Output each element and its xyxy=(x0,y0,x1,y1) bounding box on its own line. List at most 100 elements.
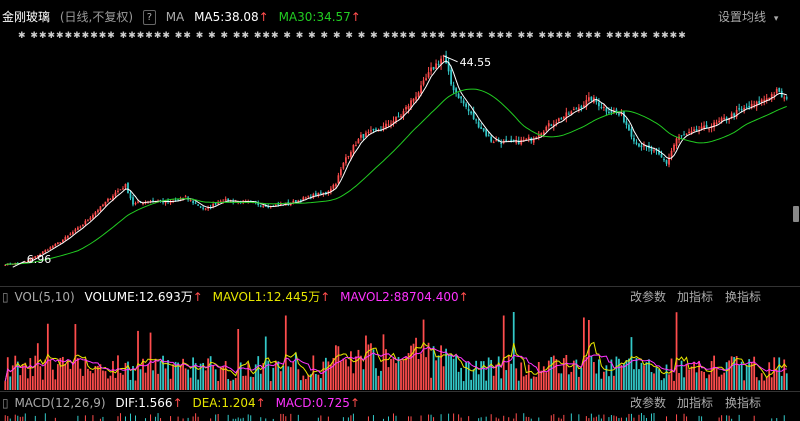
settings-ma-button[interactable]: 设置均线 ▾ xyxy=(718,8,778,28)
macd-params-button[interactable]: 改参数 xyxy=(630,396,667,410)
volume-bar xyxy=(335,345,337,390)
candle-body xyxy=(382,126,385,130)
collapse-icon[interactable]: ▯ xyxy=(2,290,9,304)
candle-body xyxy=(567,113,570,115)
candle-body xyxy=(395,116,397,122)
volume-bar xyxy=(655,367,658,390)
volume-bar xyxy=(31,376,34,390)
candle-body xyxy=(773,94,776,96)
candle-body xyxy=(304,197,307,199)
volume-bar xyxy=(422,319,425,390)
mavol1-value: MAVOL1:12.445万 xyxy=(212,290,321,304)
volume-bar xyxy=(4,381,7,390)
volume-bar xyxy=(340,361,342,390)
candle-body xyxy=(718,120,720,123)
macd-bar xyxy=(458,414,460,421)
candle-body xyxy=(102,204,104,207)
mavol1-arrow: ↑ xyxy=(320,290,331,304)
candle-body xyxy=(688,131,690,134)
candle-body xyxy=(362,133,365,138)
vol-switch-indicator-button[interactable]: 换指标 xyxy=(725,290,762,304)
candle-body xyxy=(309,196,312,198)
macd-bar xyxy=(698,415,700,421)
volume-bar xyxy=(189,377,192,390)
volume-bar xyxy=(610,359,613,390)
help-icon[interactable]: ? xyxy=(142,10,156,25)
candle-body xyxy=(445,55,447,64)
price-mode: (日线,不复权) xyxy=(59,10,134,24)
candle-body xyxy=(127,183,129,194)
volume-bar xyxy=(257,356,260,390)
volume-bar xyxy=(362,369,365,390)
volume-bar xyxy=(182,358,184,390)
candle-body xyxy=(623,111,625,123)
vol-params-button[interactable]: 改参数 xyxy=(630,290,667,304)
candle-body xyxy=(189,200,192,202)
volume-bar xyxy=(370,343,372,390)
collapse-icon[interactable]: ▯ xyxy=(2,396,9,410)
macd-bar xyxy=(523,413,525,421)
macd-switch-indicator-button[interactable]: 换指标 xyxy=(725,396,762,410)
volume-bar xyxy=(465,362,468,390)
volume-bar xyxy=(332,357,335,390)
volume-bar xyxy=(197,379,199,390)
candle-body xyxy=(199,206,202,208)
candle-body xyxy=(342,162,345,169)
candle-body xyxy=(565,112,568,119)
volume-bar xyxy=(763,380,766,390)
volume-bar xyxy=(232,379,235,390)
volume-bar xyxy=(575,359,578,390)
volume-bar xyxy=(342,358,345,390)
volume-bar xyxy=(613,375,615,390)
candle-body xyxy=(482,128,485,131)
candle-body xyxy=(217,201,220,204)
volume-bar xyxy=(557,373,560,390)
volume-bar xyxy=(565,354,568,390)
volume-bar xyxy=(16,361,19,390)
scroll-handle[interactable] xyxy=(793,206,799,222)
volume-bar xyxy=(735,356,738,390)
volume-bar xyxy=(778,357,781,390)
candle-body xyxy=(427,72,430,78)
candle-body xyxy=(755,101,758,107)
candle-body xyxy=(490,136,493,142)
candle-body xyxy=(134,202,137,205)
candle-body xyxy=(51,246,54,248)
candle-body xyxy=(562,116,565,119)
macd-bar xyxy=(280,413,282,421)
volume-bar xyxy=(467,362,470,390)
candle-body xyxy=(347,155,350,157)
volume-bar xyxy=(162,355,164,390)
volume-bar xyxy=(254,364,257,390)
macd-bar xyxy=(558,417,560,421)
volume-bar xyxy=(11,365,14,390)
macd-add-indicator-button[interactable]: 加指标 xyxy=(677,396,714,410)
macd-bar xyxy=(590,413,592,421)
candle-body xyxy=(720,118,723,122)
volume-bar xyxy=(169,378,172,390)
macd-bar xyxy=(676,414,678,421)
volume-bar xyxy=(520,362,523,390)
candle-body xyxy=(184,196,187,198)
volume-bar xyxy=(497,356,500,390)
candle-body xyxy=(192,201,194,204)
volume-bar xyxy=(525,374,528,390)
low-marker xyxy=(12,260,25,268)
macd-bar xyxy=(430,414,432,421)
candle-body xyxy=(31,257,34,260)
candle-body xyxy=(274,204,277,207)
volume-bar xyxy=(179,366,182,390)
candle-body xyxy=(770,94,773,100)
volume-bar xyxy=(470,379,473,390)
macd-bar xyxy=(260,417,262,421)
vol-add-indicator-button[interactable]: 加指标 xyxy=(677,290,714,304)
settings-ma-label: 设置均线 xyxy=(718,10,767,24)
volume-bar xyxy=(304,378,307,390)
volume-bar xyxy=(367,344,370,390)
volume-bar xyxy=(698,360,700,390)
macd-bar xyxy=(550,415,552,421)
volume-bar xyxy=(733,357,736,390)
macd-title: MACD(12,26,9) xyxy=(14,396,106,410)
candle-body xyxy=(745,107,748,109)
candle-body xyxy=(417,92,420,97)
